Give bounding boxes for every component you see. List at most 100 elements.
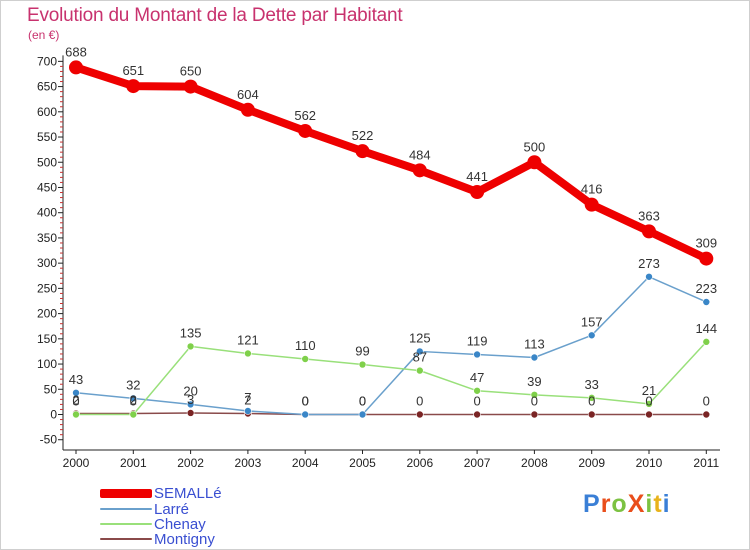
data-point [412,163,427,178]
data-point [527,155,542,170]
data-point [358,360,367,369]
data-point [702,338,711,346]
data-point [645,400,653,408]
data-label: 47 [470,370,484,385]
series-line-1 [75,276,707,416]
y-tick-label: 400 [37,206,57,220]
data-label: 21 [642,383,656,398]
data-point [244,349,252,358]
x-tick-label: 2011 [693,456,719,470]
legend-label: Chenay [154,515,206,533]
data-point [470,185,485,200]
legend-swatch [100,488,152,498]
x-tick-label: 2004 [292,456,319,470]
y-tick-label: 350 [37,231,57,245]
data-point [358,410,367,419]
data-point [183,79,198,94]
data-point [298,123,313,138]
data-label: 33 [584,377,598,392]
y-tick-label: 150 [37,332,57,346]
data-point [69,60,83,75]
data-label: 604 [237,87,259,102]
logo-letter: t [653,490,663,518]
legend-swatch [100,523,152,525]
data-point [301,410,310,419]
data-label: 2 [244,392,251,407]
data-label: 273 [638,256,660,271]
data-label: 3 [187,392,194,407]
data-point [415,347,424,356]
data-point [301,355,310,363]
data-label: 43 [69,372,83,387]
data-label: 0 [703,394,710,409]
data-point [473,350,481,359]
data-label: 484 [409,147,431,162]
y-tick-label: 550 [37,130,57,144]
data-label: 0 [302,394,309,409]
data-point [72,389,80,397]
legend-swatch [100,508,152,510]
data-label: 500 [524,139,546,154]
data-label: 0 [130,394,137,409]
series-line-2 [76,341,707,416]
x-tick-label: 2009 [578,456,605,470]
data-point [72,410,80,419]
data-label: 416 [581,182,603,197]
x-tick-label: 2001 [120,456,147,470]
series-line-3 [76,412,707,416]
logo-letter: X [627,490,646,518]
data-label: 562 [294,108,316,123]
data-label: 87 [413,350,427,365]
data-point [473,386,481,395]
data-label: 144 [695,321,717,336]
data-point [587,331,596,340]
data-label: 441 [466,169,488,184]
y-tick-label: 600 [37,105,57,119]
data-label: 20 [183,383,197,398]
x-tick-label: 2000 [63,456,90,470]
data-label: 125 [409,330,431,345]
y-tick-label: 300 [37,256,57,270]
data-label: 32 [126,377,140,392]
legend-item: SEMALLé [100,485,222,501]
proxiti-logo: ProXiti [583,490,671,519]
data-label: 0 [645,394,652,409]
y-tick-label: -50 [40,433,58,447]
y-tick-label: 0 [50,408,57,422]
x-tick-label: 2003 [235,456,262,470]
data-point [584,197,599,212]
legend-item: Montigny [100,531,215,547]
data-label: 135 [180,325,202,340]
data-label: 2 [72,392,79,407]
logo-letter: r [600,490,612,518]
legend-swatch [100,538,152,540]
logo-letter: o [611,490,628,518]
x-tick-label: 2008 [521,456,548,470]
data-label: 522 [352,128,374,143]
data-point [415,410,424,419]
data-label: 119 [467,333,488,348]
data-label: 113 [524,336,545,351]
data-point [129,410,138,419]
series-line-0 [74,63,709,263]
data-label: 99 [355,344,369,359]
data-point [642,224,656,239]
data-point [244,407,252,415]
legend-label: SEMALLé [154,484,222,502]
y-tick-label: 200 [37,307,57,321]
data-point [415,366,424,375]
data-label: 110 [295,338,316,353]
data-label: 363 [638,208,660,223]
y-tick-label: 250 [37,281,57,295]
chart-unit: (en €) [28,28,60,42]
data-point [645,272,653,281]
data-point [186,409,195,417]
data-point [355,144,370,159]
data-label: 0 [359,394,366,409]
data-label: 0 [531,394,538,409]
data-point [702,410,711,419]
legend-label: Larré [154,500,190,518]
legend-label: Montigny [154,530,215,548]
x-tick-label: 2002 [177,456,204,470]
data-point [530,353,539,362]
